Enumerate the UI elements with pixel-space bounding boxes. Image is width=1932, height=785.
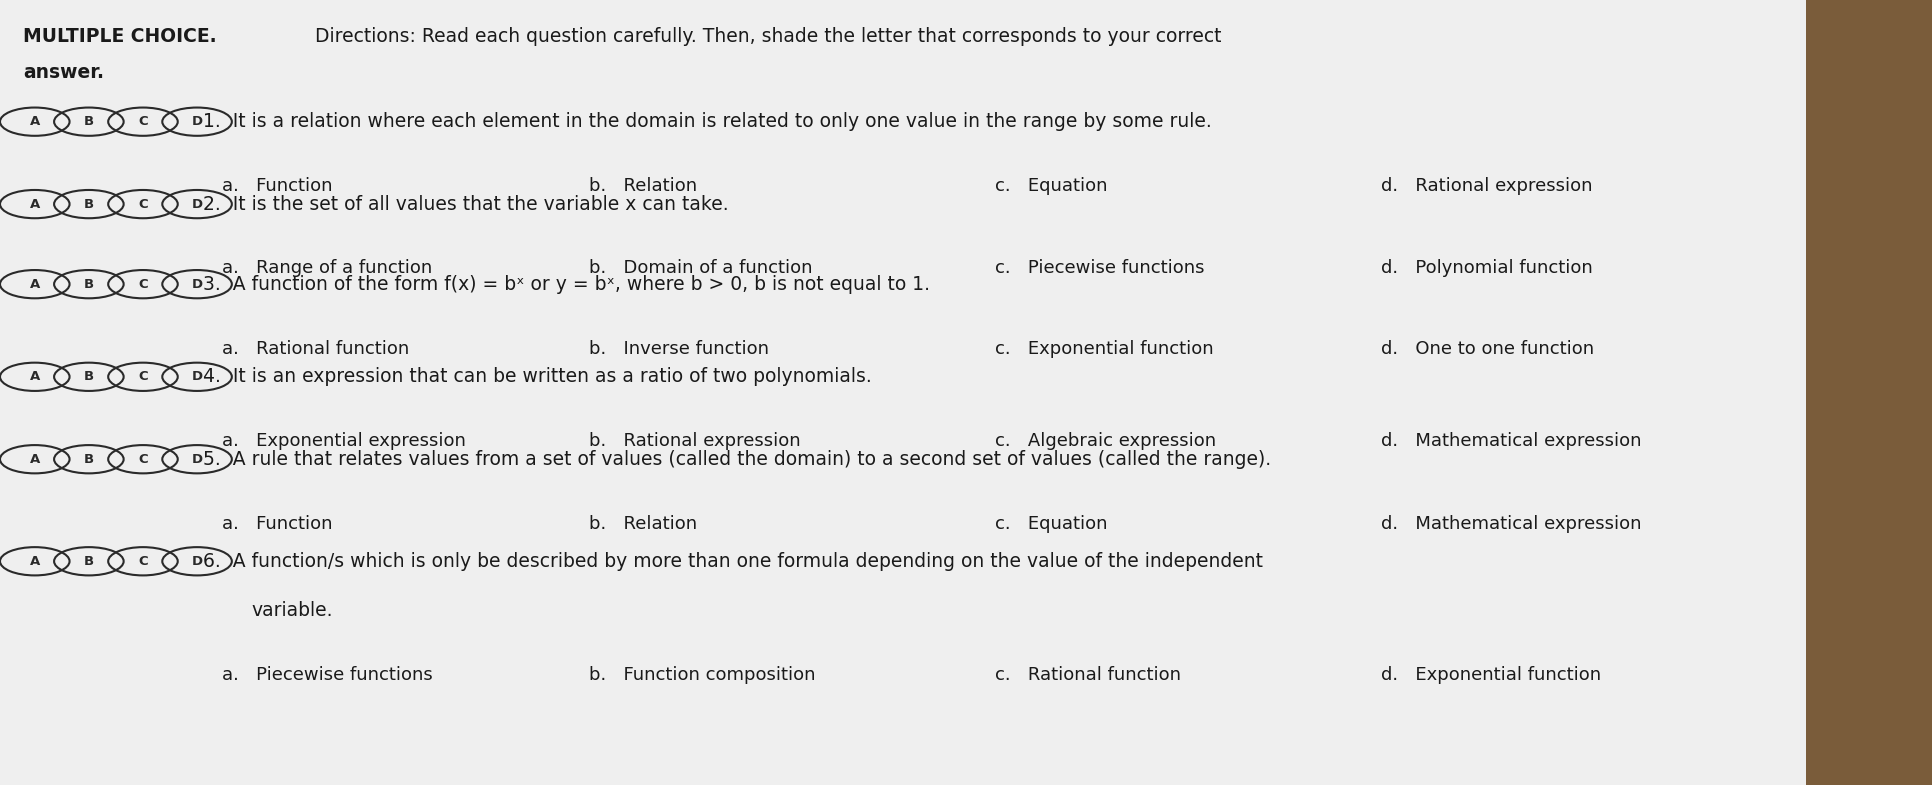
Text: answer.: answer. (23, 63, 104, 82)
Text: d.   Exponential function: d. Exponential function (1381, 666, 1602, 684)
Text: d.   Polynomial function: d. Polynomial function (1381, 260, 1594, 277)
Text: b.   Relation: b. Relation (589, 177, 697, 195)
Text: B: B (83, 115, 95, 128)
Text: a.   Range of a function: a. Range of a function (222, 260, 433, 277)
Text: variable.: variable. (251, 601, 332, 620)
Text: a.   Rational function: a. Rational function (222, 340, 410, 357)
Text: d.   Mathematical expression: d. Mathematical expression (1381, 515, 1642, 532)
Text: A: A (29, 371, 41, 383)
Text: b.   Rational expression: b. Rational expression (589, 433, 802, 450)
Text: c.   Exponential function: c. Exponential function (995, 340, 1213, 357)
Text: A: A (29, 198, 41, 210)
Text: C: C (139, 115, 147, 128)
Text: A: A (29, 115, 41, 128)
Text: A: A (29, 453, 41, 466)
Text: d.   Mathematical expression: d. Mathematical expression (1381, 433, 1642, 450)
Text: C: C (139, 453, 147, 466)
Text: b.   Inverse function: b. Inverse function (589, 340, 769, 357)
Text: D: D (191, 371, 203, 383)
Text: c.   Equation: c. Equation (995, 515, 1107, 532)
Text: D: D (191, 198, 203, 210)
Text: 5.  A rule that relates values from a set of values (called the domain) to a sec: 5. A rule that relates values from a set… (203, 450, 1271, 469)
Text: a.   Function: a. Function (222, 177, 332, 195)
Text: b.   Function composition: b. Function composition (589, 666, 815, 684)
Text: b.   Domain of a function: b. Domain of a function (589, 260, 813, 277)
Text: B: B (83, 555, 95, 568)
Text: a.   Piecewise functions: a. Piecewise functions (222, 666, 433, 684)
Text: C: C (139, 371, 147, 383)
Text: 2.  It is the set of all values that the variable x can take.: 2. It is the set of all values that the … (203, 195, 728, 214)
Text: D: D (191, 555, 203, 568)
Text: a.   Exponential expression: a. Exponential expression (222, 433, 466, 450)
Text: a.   Function: a. Function (222, 515, 332, 532)
Text: B: B (83, 278, 95, 290)
Text: D: D (191, 115, 203, 128)
Text: c.   Algebraic expression: c. Algebraic expression (995, 433, 1215, 450)
Text: c.   Piecewise functions: c. Piecewise functions (995, 260, 1204, 277)
Text: d.   Rational expression: d. Rational expression (1381, 177, 1592, 195)
Text: B: B (83, 198, 95, 210)
Text: MULTIPLE CHOICE.: MULTIPLE CHOICE. (23, 27, 216, 46)
Text: D: D (191, 453, 203, 466)
Text: C: C (139, 278, 147, 290)
Text: c.   Equation: c. Equation (995, 177, 1107, 195)
Text: d.   One to one function: d. One to one function (1381, 340, 1594, 357)
Text: 4.  It is an expression that can be written as a ratio of two polynomials.: 4. It is an expression that can be writt… (203, 367, 871, 386)
Text: 6.  A function/s which is only be described by more than one formula depending o: 6. A function/s which is only be describ… (203, 552, 1264, 571)
Text: b.   Relation: b. Relation (589, 515, 697, 532)
Text: c.   Rational function: c. Rational function (995, 666, 1180, 684)
FancyBboxPatch shape (0, 0, 1806, 785)
Text: 1.  It is a relation where each element in the domain is related to only one val: 1. It is a relation where each element i… (203, 112, 1211, 131)
Text: 3.  A function of the form f(x) = bˣ or y = bˣ, where b > 0, b is not equal to 1: 3. A function of the form f(x) = bˣ or y… (203, 275, 929, 294)
Text: A: A (29, 555, 41, 568)
Text: D: D (191, 278, 203, 290)
Text: C: C (139, 555, 147, 568)
Text: Directions: Read each question carefully. Then, shade the letter that correspond: Directions: Read each question carefully… (309, 27, 1221, 46)
Text: B: B (83, 371, 95, 383)
Text: C: C (139, 198, 147, 210)
Text: A: A (29, 278, 41, 290)
Text: B: B (83, 453, 95, 466)
